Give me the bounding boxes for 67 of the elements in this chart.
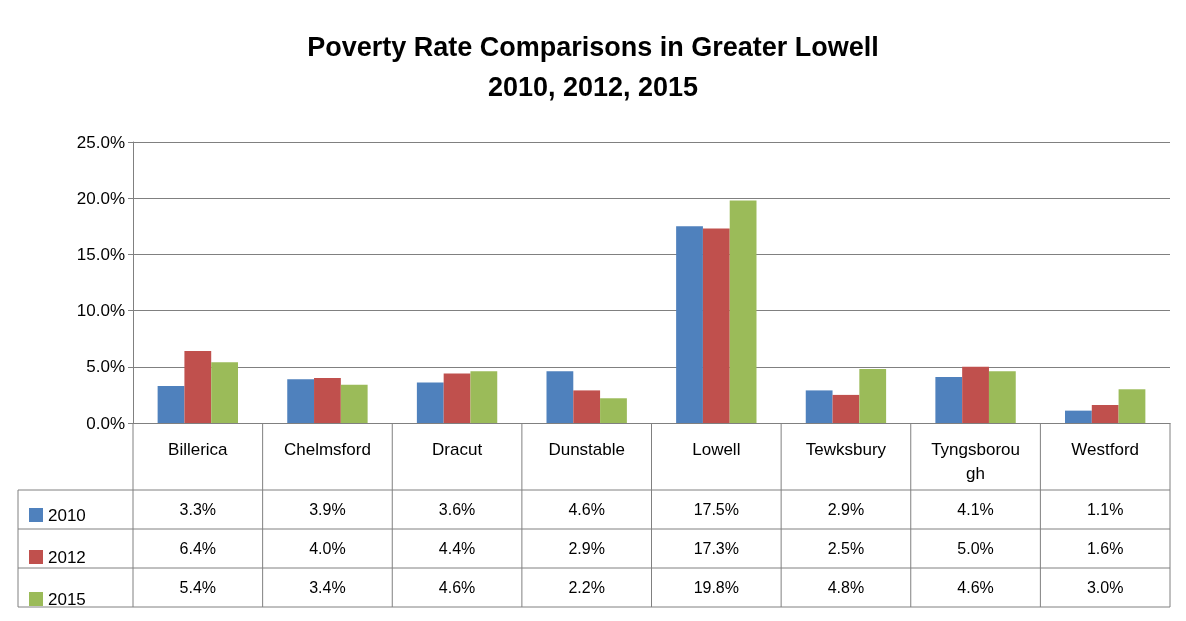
data-label: 4.6% (957, 579, 994, 596)
data-label: 4.0% (309, 540, 346, 557)
bar (676, 226, 703, 423)
data-label: 17.3% (693, 540, 739, 557)
bar (157, 385, 185, 423)
data-label: 5.4% (179, 579, 217, 596)
data-label: 17.5% (693, 501, 739, 518)
bar (729, 200, 757, 423)
data-label: 2.5% (827, 540, 865, 557)
chart-subtitle: 2010, 2012, 2015 (487, 71, 699, 102)
data-label: 1.6% (1086, 540, 1124, 557)
bar (184, 351, 212, 423)
bar (211, 362, 238, 423)
bar (702, 228, 730, 423)
bar (859, 369, 887, 423)
bar (314, 378, 341, 423)
y-tick-label: 10.0% (76, 301, 125, 321)
bar (988, 371, 1016, 423)
data-label: 3.6% (438, 501, 476, 518)
y-tick-label: 15.0% (76, 244, 125, 264)
bar (470, 371, 498, 423)
data-label: 2.2% (568, 579, 605, 596)
data-label: 4.6% (568, 501, 605, 518)
legend-label: 2015 (48, 589, 86, 609)
data-label: 5.0% (957, 540, 994, 557)
x-tick-label: Chelmsford (283, 439, 371, 459)
bar (287, 379, 315, 423)
legend-label: 2010 (48, 505, 86, 525)
data-label: 4.1% (957, 501, 994, 518)
bar (935, 376, 963, 423)
y-tick-label: 20.0% (76, 188, 125, 208)
data-label: 3.3% (179, 501, 217, 518)
data-label: 6.4% (179, 540, 217, 557)
x-tick-label: Dracut (432, 439, 483, 459)
data-label: 3.9% (309, 501, 346, 518)
data-label: 3.0% (1086, 579, 1124, 596)
bar (443, 373, 471, 423)
bar (1091, 405, 1119, 423)
bar (546, 371, 574, 423)
data-label: 2.9% (827, 501, 865, 518)
legend-label: 2012 (48, 547, 86, 567)
x-tick-label: Westford (1071, 439, 1140, 459)
x-tick-label: Lowell (692, 439, 741, 459)
bar (805, 390, 833, 423)
data-label: 2.9% (568, 540, 605, 557)
bar (962, 366, 989, 423)
chart-title: Poverty Rate Comparisons in Greater Lowell (307, 31, 879, 62)
data-label: 4.6% (438, 579, 476, 596)
bar (416, 382, 444, 423)
x-tick-label: Tewksbury (805, 439, 887, 459)
x-tick-label: Dunstable (548, 439, 625, 459)
y-tick-label: 0.0% (86, 413, 125, 433)
bar (1118, 389, 1146, 423)
data-label: 1.1% (1086, 501, 1124, 518)
data-label: 4.8% (827, 579, 865, 596)
bar (340, 384, 368, 423)
y-tick-label: 25.0% (76, 132, 125, 152)
data-label: 19.8% (693, 579, 739, 596)
y-tick-label: 5.0% (86, 357, 125, 377)
data-label: 4.4% (438, 540, 476, 557)
x-tick-label: Billerica (168, 439, 229, 459)
bar (1065, 410, 1092, 423)
bar (573, 390, 601, 423)
bar (832, 394, 860, 423)
x-tick-label: Tyngsborough (931, 439, 1020, 483)
data-label: 3.4% (309, 579, 346, 596)
bar (600, 398, 627, 423)
